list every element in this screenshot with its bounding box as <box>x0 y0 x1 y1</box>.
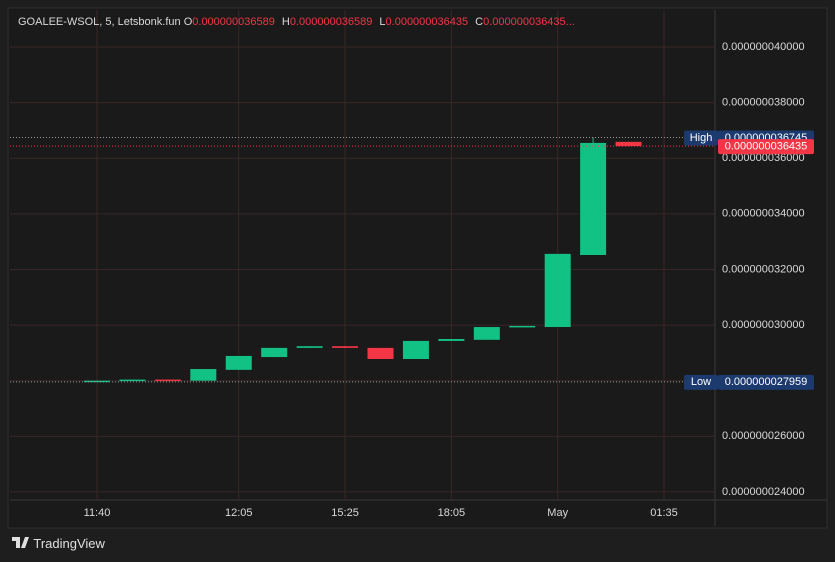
ohlc-value: 0.000000036435 <box>385 16 469 28</box>
y-tick-label: 0.000000040000 <box>722 41 805 53</box>
y-tick-label: 0.000000030000 <box>722 319 805 331</box>
candle-body <box>438 338 465 341</box>
footer: TradingView <box>12 536 105 551</box>
candle-body <box>509 325 536 328</box>
y-tick-label: 0.000000026000 <box>722 430 805 442</box>
ohlc-key: H <box>281 16 290 28</box>
price-tag-box <box>684 130 718 146</box>
ohlc-value: 0.000000036589 <box>192 16 275 28</box>
x-tick-label: 11:40 <box>84 507 111 519</box>
chart-frame <box>7 7 828 529</box>
y-tick-label: 0.000000038000 <box>722 97 805 109</box>
ohlc: O0.000000036589 H0.000000036589 L0.0000000… <box>184 16 582 28</box>
logo <box>12 537 29 548</box>
ohlc-value: 0.000000036589 <box>289 16 373 28</box>
price-label-box <box>718 139 814 155</box>
candle-body <box>261 347 288 358</box>
plot <box>10 137 715 383</box>
price-tag: Low <box>691 376 711 388</box>
price-label: 0.000000036435 <box>725 141 808 153</box>
ohlc-key: C <box>475 16 484 28</box>
candle-body <box>473 327 500 340</box>
price-label-box <box>718 374 814 390</box>
candle-body <box>580 142 607 255</box>
x-tick-label: 18:05 <box>438 507 466 519</box>
x-tick-label: May <box>547 507 568 519</box>
candle-body <box>367 347 394 360</box>
y-tick-label: 0.000000034000 <box>722 208 805 220</box>
grid <box>10 10 715 500</box>
candle-body <box>296 346 323 348</box>
candle-body <box>119 379 146 382</box>
price-label: 0.000000027959 <box>725 376 808 388</box>
candle-body <box>332 346 359 348</box>
legend-header: GOALEE-WSOL, 5, Letsbonk.fun O0.00000003… <box>18 16 582 28</box>
candle-body <box>154 379 181 382</box>
ohlc-key: L <box>379 16 386 28</box>
candle-body <box>225 355 252 370</box>
candle-body <box>190 369 217 381</box>
x-tick-label: 12:05 <box>225 507 253 519</box>
candle-body <box>544 253 571 328</box>
footer-text: TradingView <box>33 536 105 551</box>
price-tag-box <box>684 374 718 390</box>
axis-labels: 0.0000000240000.0000000260000.0000000280… <box>84 41 814 519</box>
x-tick-label: 15:25 <box>331 507 359 519</box>
candle-body <box>615 141 642 147</box>
ohlc-key: O <box>183 16 193 28</box>
candle-body <box>402 340 429 360</box>
y-tick-label: 0.000000024000 <box>722 486 805 498</box>
x-tick-label: 01:35 <box>650 507 678 519</box>
ohlc-value: 0.000000036435... <box>483 16 575 28</box>
y-tick-label: 0.000000032000 <box>722 263 805 275</box>
symbol: GOALEE-WSOL, 5, Letsbonk.fun <box>18 16 181 28</box>
price-tag: High <box>690 132 713 144</box>
y-tick-label: 0.000000036000 <box>722 152 805 164</box>
